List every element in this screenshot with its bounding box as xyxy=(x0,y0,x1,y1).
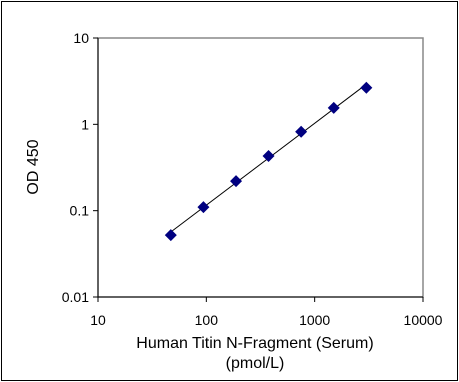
data-point xyxy=(295,125,308,138)
data-points xyxy=(164,81,373,242)
x-tick-label: 1000 xyxy=(299,312,330,328)
data-point xyxy=(230,175,243,188)
data-point xyxy=(360,81,373,94)
y-tick-label: 0.01 xyxy=(62,289,89,305)
data-point xyxy=(197,201,210,214)
data-point xyxy=(164,229,177,242)
x-tick-label: 10 xyxy=(90,312,106,328)
x-axis-title-line2: (pmol/L) xyxy=(226,355,285,372)
y-axis-title: OD 450 xyxy=(25,139,42,194)
x-axis-ticks: 10 100 1000 10000 xyxy=(90,297,443,328)
data-point xyxy=(327,101,340,114)
plot-area-border xyxy=(97,37,424,298)
y-tick-label: 10 xyxy=(73,30,89,46)
x-tick-label: 100 xyxy=(195,312,219,328)
y-axis-ticks: 0.01 0.1 1 10 xyxy=(62,30,98,305)
y-tick-label: 0.1 xyxy=(70,203,90,219)
plot-area: 0.01 0.1 1 10 10 100 1000 10000 xyxy=(62,30,443,328)
x-tick-label: 10000 xyxy=(404,312,443,328)
data-point xyxy=(262,149,275,162)
y-tick-label: 1 xyxy=(81,116,89,132)
x-axis-title-line1: Human Titin N-Fragment (Serum) xyxy=(136,335,373,352)
